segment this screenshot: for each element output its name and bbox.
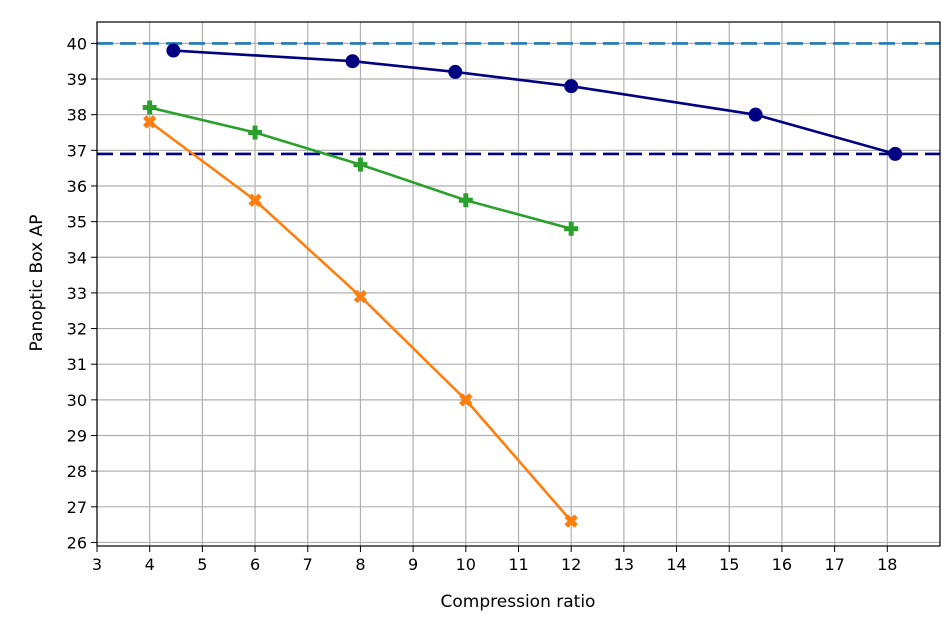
data-point xyxy=(564,514,578,528)
y-tick-label: 36 xyxy=(67,177,87,196)
x-tick-label: 14 xyxy=(666,555,686,574)
y-tick-label: 39 xyxy=(67,70,87,89)
data-point xyxy=(142,100,157,115)
data-point xyxy=(564,79,579,94)
x-tick-label: 11 xyxy=(508,555,528,574)
data-point xyxy=(748,107,763,122)
x-tick-label: 18 xyxy=(877,555,897,574)
data-point xyxy=(353,157,368,172)
x-tick-label: 9 xyxy=(408,555,418,574)
x-tick-label: 4 xyxy=(145,555,155,574)
series-lines xyxy=(142,43,903,528)
y-tick-label: 30 xyxy=(67,391,87,410)
x-tick-label: 8 xyxy=(355,555,365,574)
reference-lines xyxy=(97,42,940,156)
y-axis-label: Panoptic Box AP xyxy=(27,215,47,352)
y-tick-label: 29 xyxy=(67,426,87,445)
x-axis-label: Compression ratio xyxy=(441,592,596,612)
data-point xyxy=(459,393,473,407)
series-line xyxy=(173,49,896,156)
y-tick-label: 37 xyxy=(67,141,87,160)
x-tick-label: 6 xyxy=(250,555,260,574)
x-tick-label: 17 xyxy=(824,555,844,574)
data-point xyxy=(353,289,368,304)
y-tick-label: 28 xyxy=(67,462,87,481)
x-tick-label: 16 xyxy=(772,555,792,574)
grid xyxy=(96,22,940,546)
y-tick-label: 31 xyxy=(67,355,87,374)
x-tick-label: 5 xyxy=(197,555,207,574)
x-tick-label: 10 xyxy=(456,555,476,574)
data-point xyxy=(142,115,157,129)
x-tick-label: 7 xyxy=(303,555,313,574)
y-tick-label: 33 xyxy=(67,284,87,303)
x-tick-label: 13 xyxy=(614,555,634,574)
y-tick-label: 26 xyxy=(67,533,87,552)
x-tick-label: 3 xyxy=(92,555,102,574)
data-point xyxy=(166,43,181,58)
y-tick-label: 40 xyxy=(67,34,87,53)
data-point xyxy=(888,146,903,161)
data-point xyxy=(248,193,262,207)
data-point xyxy=(564,221,579,236)
x-tick-label: 15 xyxy=(719,555,739,574)
x-tick-label: 12 xyxy=(561,555,581,574)
data-point xyxy=(448,64,463,79)
data-point xyxy=(345,54,360,69)
y-tick-label: 27 xyxy=(67,498,87,517)
y-tick-label: 35 xyxy=(67,213,87,232)
y-tick-label: 32 xyxy=(67,320,87,339)
y-tick-label: 38 xyxy=(67,106,87,125)
y-tick-label: 34 xyxy=(67,248,87,267)
data-point xyxy=(458,193,473,208)
data-point xyxy=(248,125,263,140)
tick-labels: 3 4 5 6 7 8 9 10 11 12 13 14 15 16 17 18262728293031323… xyxy=(67,34,898,574)
